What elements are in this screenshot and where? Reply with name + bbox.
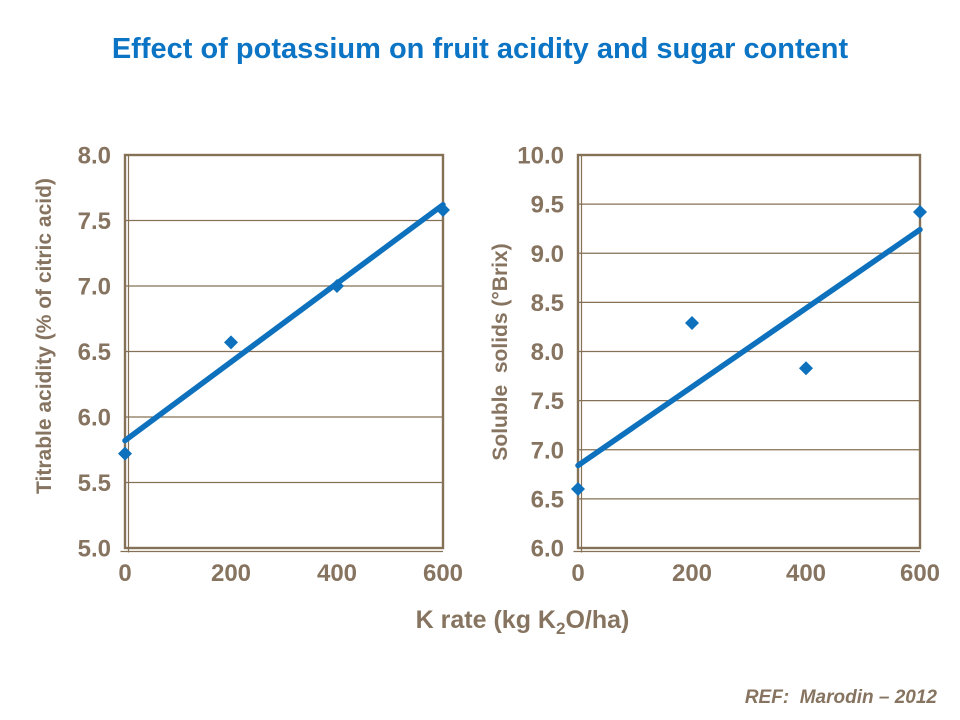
data-point bbox=[799, 361, 813, 376]
y-tick-label: 8.0 bbox=[531, 339, 564, 366]
x-axis-title: K rate (kg K2O/ha) bbox=[125, 606, 920, 639]
y-tick-label: 10.0 bbox=[517, 143, 564, 170]
x-tick-label: 200 bbox=[211, 560, 251, 587]
data-point bbox=[224, 335, 238, 350]
y-tick-label: 7.0 bbox=[531, 437, 564, 464]
data-point bbox=[685, 316, 699, 331]
x-axis-title-prefix: K rate (kg K bbox=[415, 606, 556, 634]
slide-title: Effect of potassium on fruit acidity and… bbox=[111, 33, 849, 65]
data-point bbox=[436, 203, 450, 218]
y-tick-label: 9.0 bbox=[531, 241, 564, 268]
y-tick-label: 5.0 bbox=[78, 536, 111, 563]
data-point bbox=[571, 482, 585, 497]
titrable-acidity-chart: 5.0 5.5 6.0 6.5 7.0 7.5 8.0 0 200 400 600 bbox=[78, 143, 463, 588]
x-tick-label: 400 bbox=[786, 560, 826, 587]
plot-area-border bbox=[576, 153, 922, 550]
y-tick-label: 6.5 bbox=[531, 486, 564, 513]
y-tick-label: 6.0 bbox=[531, 536, 564, 563]
trend-line bbox=[122, 202, 446, 444]
x-tick-label: 400 bbox=[317, 560, 357, 587]
y-tick-label: 6.0 bbox=[78, 405, 111, 432]
x-tick-label: 0 bbox=[118, 560, 131, 587]
plot-area-border bbox=[123, 153, 445, 550]
trend-line bbox=[575, 226, 923, 469]
left-y-axis-title: Titrable acidity (% of citric acid) bbox=[33, 178, 56, 494]
x-tick-label: 600 bbox=[423, 560, 463, 587]
reference-text: REF: Marodin – 2012 bbox=[744, 687, 937, 708]
x-tick-label: 0 bbox=[571, 560, 584, 587]
y-tick-label: 5.5 bbox=[78, 470, 111, 497]
y-tick-label: 7.5 bbox=[531, 388, 564, 415]
y-tick-label: 8.5 bbox=[531, 290, 564, 317]
data-point bbox=[118, 446, 132, 461]
data-point bbox=[913, 204, 927, 219]
y-tick-label: 6.5 bbox=[78, 339, 111, 366]
x-axis-title-suffix: O/ha) bbox=[565, 606, 630, 634]
y-tick-label: 7.0 bbox=[78, 274, 111, 301]
right-y-axis-title: Soluble solids (°Brix) bbox=[489, 243, 512, 461]
y-tick-label: 7.5 bbox=[78, 208, 111, 235]
x-axis-title-subscript: 2 bbox=[555, 619, 566, 638]
x-tick-label: 200 bbox=[672, 560, 712, 587]
y-tick-label: 8.0 bbox=[78, 143, 111, 170]
x-tick-label: 600 bbox=[900, 560, 940, 587]
soluble-solids-chart: 6.0 6.5 7.0 7.5 8.0 8.5 9.0 9.5 10.0 0 200 400 600 bbox=[517, 143, 940, 588]
data-point bbox=[330, 279, 344, 293]
y-tick-label: 9.5 bbox=[531, 192, 564, 219]
